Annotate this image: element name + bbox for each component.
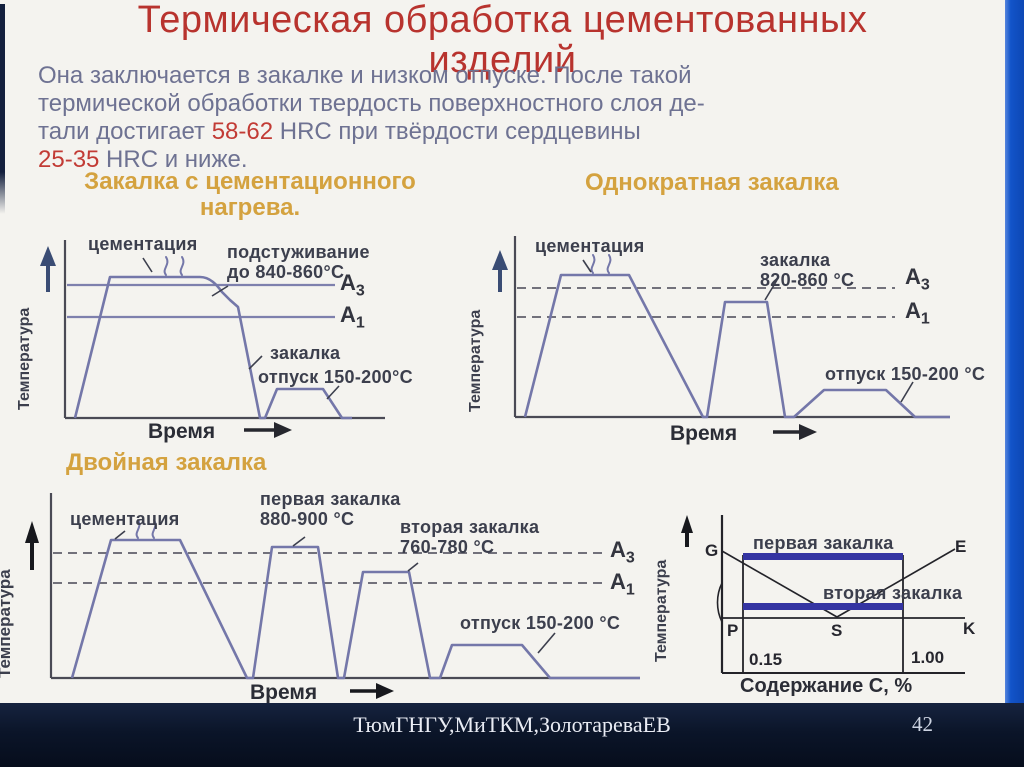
steam-squiggles-icon — [163, 256, 185, 276]
quench1-pointer — [292, 536, 306, 547]
slide-left-edge-shadow — [0, 4, 5, 214]
diagram3-canvas — [25, 493, 640, 699]
cementation-pointer — [582, 259, 592, 273]
diagram1-canvas — [40, 240, 385, 438]
hardness-core-value: 25-35 — [38, 146, 100, 173]
slide-right-border — [1005, 0, 1024, 703]
footer-credit: ТюмГНГУ,МиТКМ,ЗолотареваЕВ — [353, 712, 671, 737]
temper-pointer — [537, 632, 556, 654]
label-cementation: цементация — [535, 236, 645, 256]
cooling-pointer — [211, 285, 229, 297]
label-second-quench: вторая закалка — [823, 583, 963, 603]
label-a3: A3 — [610, 537, 635, 567]
page-number: 42 — [912, 712, 933, 736]
temperature-arrow-head — [25, 521, 39, 543]
x-axis-label: Время — [250, 681, 318, 703]
label-temper: отпуск 150-200 °С — [460, 613, 621, 633]
quench-pointer — [248, 355, 263, 370]
point-s: S — [831, 621, 843, 640]
x-tick-left: 0.15 — [749, 650, 783, 669]
quench2-pointer — [407, 562, 419, 572]
label-temper: отпуск 150-200°С — [258, 367, 413, 387]
time-arrow-head — [376, 683, 394, 699]
intro-line1: Она заключается в закалке и низком отпус… — [38, 62, 692, 89]
time-arrow-head — [799, 424, 817, 440]
point-e: E — [955, 537, 967, 556]
y-axis-label: Температура — [16, 307, 33, 410]
temperature-time-curve — [523, 273, 950, 419]
slide-canvas: Термическая обработка цементованных изде… — [0, 0, 1005, 703]
temperature-arrow-head — [492, 250, 508, 270]
diagram2-canvas — [492, 236, 950, 440]
section-heading-single-quench: Однократная закалка — [585, 169, 839, 196]
label-quench-line1: закалка — [760, 250, 831, 270]
ferrite-boundary-bulge — [716, 582, 723, 623]
label-temper: отпуск 150-200 °С — [825, 364, 986, 384]
label-a1: A1 — [340, 302, 365, 332]
point-g: G — [705, 541, 719, 560]
diagram-quench-from-carburizing-heat: цементация подстуживание до 840-860°С A3… — [16, 228, 430, 445]
temperature-time-curve — [70, 538, 640, 680]
steam-squiggles-icon — [590, 254, 612, 274]
label-cooling-line2: до 840-860°С — [227, 262, 345, 282]
slide-title-line2: изделий — [428, 39, 577, 81]
point-k: K — [963, 619, 976, 638]
temper-pointer — [326, 385, 340, 400]
time-arrow-head — [274, 422, 292, 438]
y-axis-label: Температура — [653, 559, 670, 662]
label-a1: A1 — [905, 298, 930, 328]
label-cementation: цементация — [70, 509, 180, 529]
label-quench: закалка — [270, 343, 341, 363]
first-quench-band — [743, 553, 903, 560]
cementation-pointer — [142, 257, 153, 273]
quench-pointer — [764, 279, 778, 301]
label-cementation: цементация — [88, 234, 198, 254]
label-quench2-line1: вторая закалка — [400, 517, 540, 537]
section-heading-carburizing-quench: Закалка с цементационного нагрева. — [84, 168, 416, 221]
temperature-arrow-head — [681, 515, 693, 533]
point-p: P — [727, 621, 739, 640]
diagram-single-quench: цементация закалка 820-860 °С A3 A1 отпу… — [455, 222, 1005, 450]
label-quench1-line2: 880-900 °С — [260, 509, 355, 529]
temperature-time-curve — [73, 275, 352, 420]
x-axis-label: Содержание С, % — [740, 675, 913, 697]
label-a1: A1 — [610, 569, 635, 599]
label-quench-line2: 820-860 °С — [760, 270, 855, 290]
section-heading-double-quench: Двойная закалка — [66, 449, 267, 476]
hardness-surface-value: 58-62 — [211, 118, 274, 145]
label-a3: A3 — [905, 264, 930, 294]
x-axis-label: Время — [670, 422, 738, 445]
label-quench1-line1: первая закалка — [260, 489, 401, 509]
slide-title: Термическая обработка цементованных изде… — [0, 0, 1005, 80]
slide-title-line1: Термическая обработка цементованных — [137, 0, 868, 41]
diagram4-canvas — [681, 515, 965, 674]
label-first-quench: первая закалка — [753, 533, 894, 553]
temperature-arrow-head — [40, 246, 56, 266]
intro-paragraph: Она заключается в закалке и низком отпус… — [38, 62, 705, 174]
intro-line4: 25-35 HRC и ниже. — [38, 146, 248, 173]
cementation-pointer — [114, 530, 126, 540]
y-axis-label: Температура — [0, 569, 14, 678]
diagram-double-quench: цементация первая закалка 880-900 °С вто… — [0, 475, 660, 703]
second-quench-band — [743, 603, 903, 610]
x-tick-right: 1.00 — [911, 648, 945, 667]
label-a3: A3 — [340, 270, 365, 300]
label-quench2-line2: 760-780 °С — [400, 537, 495, 557]
steam-squiggles-icon — [135, 519, 157, 539]
y-axis-label: Температура — [467, 309, 484, 412]
footer-bar: ТюмГНГУ,МиТКМ,ЗолотареваЕВ 42 — [0, 703, 1024, 767]
intro-line2: термической обработки твердость поверхно… — [38, 90, 705, 117]
temper-pointer — [900, 381, 914, 403]
x-axis-label: Время — [148, 420, 216, 443]
label-cooling-line1: подстуживание — [227, 242, 370, 262]
diagram-carbon-content-quench-ranges: G E P S K первая закалка вторая закалка … — [653, 495, 1005, 703]
intro-line3: тали достигает 58-62 HRC при твёрдости с… — [38, 118, 641, 145]
